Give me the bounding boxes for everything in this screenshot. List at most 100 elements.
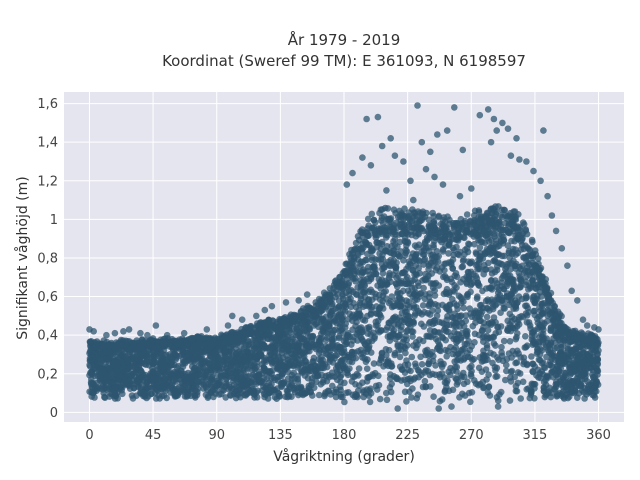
data-point: [558, 312, 565, 320]
data-point: [449, 295, 456, 303]
data-point: [230, 377, 237, 385]
data-point: [434, 258, 442, 266]
data-point: [375, 381, 383, 389]
data-point: [130, 339, 137, 347]
data-point: [364, 215, 372, 223]
data-point: [522, 302, 529, 310]
data-point: [377, 225, 385, 232]
data-point: [360, 388, 367, 396]
data-point: [131, 380, 138, 388]
data-point: [476, 111, 484, 119]
data-point: [378, 142, 386, 150]
data-point: [240, 356, 248, 363]
data-point: [381, 264, 388, 271]
data-point: [525, 259, 532, 266]
data-point: [224, 322, 232, 329]
data-point: [122, 368, 129, 375]
data-point: [259, 387, 266, 394]
data-point: [362, 238, 370, 246]
data-point: [150, 368, 157, 376]
data-point: [264, 395, 272, 402]
data-point: [99, 345, 106, 352]
data-point: [519, 262, 526, 270]
data-point: [454, 350, 462, 357]
data-point: [408, 285, 416, 292]
data-point: [445, 250, 452, 257]
data-point: [376, 304, 384, 312]
data-point: [232, 394, 240, 402]
data-point: [566, 361, 573, 368]
data-point: [452, 344, 460, 351]
data-point: [111, 395, 119, 402]
data-point: [87, 380, 95, 388]
data-point: [416, 309, 423, 317]
data-point: [286, 383, 294, 390]
data-point: [372, 231, 379, 239]
data-point: [458, 319, 466, 327]
data-point: [416, 270, 424, 277]
data-point: [90, 328, 97, 335]
data-point: [474, 279, 482, 287]
data-point: [459, 390, 466, 398]
data-point: [438, 264, 446, 271]
data-point: [383, 187, 390, 194]
data-point: [518, 312, 525, 320]
data-point: [492, 237, 500, 244]
data-point: [387, 388, 395, 396]
data-point: [522, 333, 529, 340]
data-point: [522, 343, 530, 351]
data-point: [242, 330, 249, 337]
data-point: [384, 333, 392, 340]
data-point: [412, 360, 419, 368]
data-point: [504, 242, 512, 249]
data-point: [193, 333, 201, 341]
data-point: [536, 271, 543, 279]
data-point: [507, 275, 514, 283]
data-point: [312, 299, 320, 306]
data-point: [103, 364, 110, 371]
data-point: [535, 356, 543, 363]
data-point: [426, 311, 434, 318]
data-point: [479, 287, 486, 295]
data-point: [576, 344, 583, 351]
data-point: [506, 338, 514, 345]
data-point: [144, 339, 152, 346]
data-point: [190, 366, 198, 373]
data-point: [398, 230, 406, 238]
data-point: [150, 354, 158, 361]
data-point: [317, 338, 324, 346]
data-point: [459, 257, 467, 265]
data-point: [328, 369, 336, 377]
data-point: [488, 209, 495, 217]
data-point: [298, 389, 306, 396]
data-point: [303, 291, 311, 298]
data-point: [367, 162, 375, 169]
data-point: [357, 334, 365, 341]
data-point: [421, 275, 428, 283]
data-point: [370, 216, 378, 224]
data-point: [291, 338, 299, 346]
data-point: [167, 383, 174, 390]
data-point: [311, 311, 319, 318]
data-point: [433, 312, 441, 320]
data-point: [472, 272, 480, 280]
data-point: [487, 138, 495, 146]
data-point: [438, 396, 446, 403]
data-point: [581, 395, 588, 402]
data-point: [543, 318, 551, 325]
data-point: [487, 266, 495, 273]
data-point: [361, 317, 369, 324]
data-point: [352, 390, 359, 398]
data-point: [540, 326, 547, 334]
data-point: [245, 341, 253, 348]
data-point: [204, 386, 211, 394]
data-point: [299, 354, 307, 362]
data-point: [494, 323, 502, 331]
data-point: [538, 300, 545, 308]
data-point: [529, 238, 536, 246]
data-point: [379, 255, 387, 263]
data-point: [557, 341, 565, 348]
data-point: [474, 232, 482, 239]
data-point: [405, 209, 413, 216]
data-point: [583, 378, 591, 385]
